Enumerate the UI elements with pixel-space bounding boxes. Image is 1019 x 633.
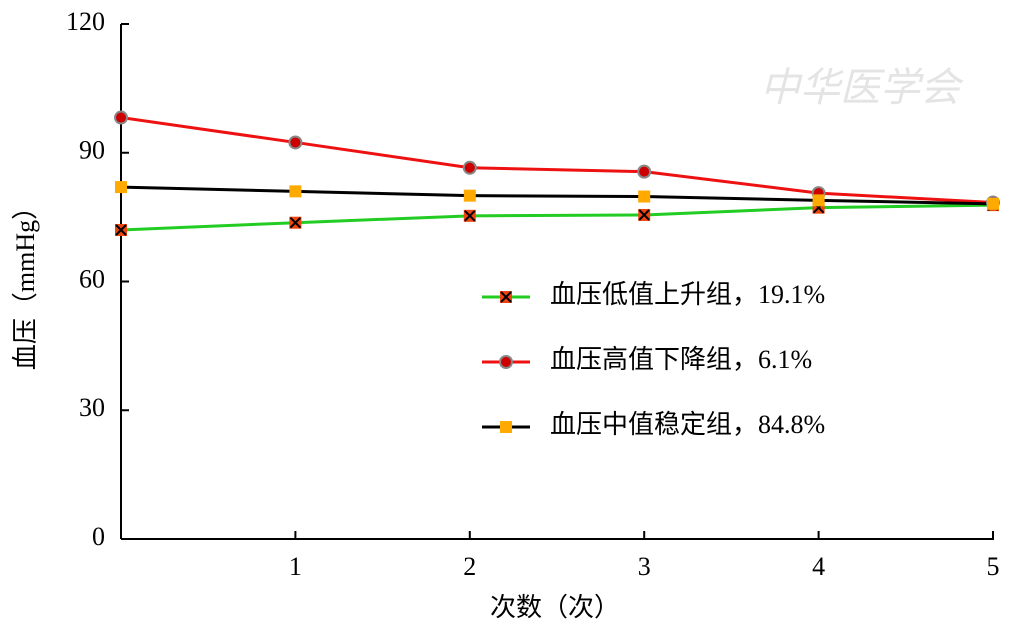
marker-cross bbox=[289, 216, 302, 229]
series-line bbox=[120, 185, 994, 206]
y-axis-label: 血压（mmHg） bbox=[11, 194, 40, 370]
marker-shape bbox=[115, 181, 127, 194]
y-tick-label: 30 bbox=[79, 393, 105, 422]
marker-shape bbox=[812, 194, 825, 207]
marker-shape bbox=[114, 110, 128, 125]
marker bbox=[289, 185, 302, 198]
x-tick-label: 1 bbox=[289, 552, 302, 581]
x-tick-label: 2 bbox=[463, 552, 476, 581]
marker-shape bbox=[463, 189, 476, 202]
legend-label: 血压低值上升组，19.1% bbox=[550, 280, 825, 309]
x-tick-label: 4 bbox=[812, 552, 825, 581]
marker bbox=[637, 164, 652, 179]
y-tick-label: 60 bbox=[79, 264, 105, 293]
marker bbox=[500, 291, 512, 303]
marker bbox=[499, 355, 513, 369]
marker-shape bbox=[637, 164, 652, 179]
marker bbox=[462, 160, 477, 175]
marker bbox=[463, 189, 476, 202]
marker bbox=[500, 421, 512, 433]
marker bbox=[115, 181, 127, 194]
marker bbox=[288, 135, 303, 150]
marker bbox=[812, 194, 825, 207]
marker-shape bbox=[288, 135, 303, 150]
marker-shape bbox=[289, 185, 302, 198]
x-tick-label: 5 bbox=[987, 552, 1000, 581]
y-tick-label: 90 bbox=[79, 136, 105, 165]
series-line bbox=[120, 203, 994, 232]
marker bbox=[638, 190, 651, 203]
marker-cross bbox=[464, 210, 476, 222]
marker-cross bbox=[115, 224, 127, 236]
marker-cross bbox=[638, 209, 650, 221]
series-line bbox=[120, 116, 994, 205]
legend-label: 血压中值稳定组，84.8% bbox=[550, 410, 825, 439]
marker bbox=[115, 224, 127, 236]
marker-shape bbox=[987, 197, 999, 210]
marker bbox=[289, 216, 302, 229]
marker bbox=[114, 110, 128, 125]
legend-label: 血压高值下降组，6.1% bbox=[550, 345, 812, 374]
y-tick-label: 0 bbox=[92, 522, 105, 551]
marker bbox=[463, 209, 476, 222]
marker-cross bbox=[500, 291, 512, 303]
marker bbox=[638, 208, 651, 221]
y-tick-label: 120 bbox=[66, 7, 105, 36]
watermark: 中华医学会 bbox=[760, 65, 964, 110]
x-axis-label: 次数（次） bbox=[490, 593, 620, 622]
marker-shape bbox=[500, 421, 512, 433]
x-tick-label: 3 bbox=[638, 552, 651, 581]
marker-shape bbox=[462, 160, 477, 175]
marker-shape bbox=[638, 190, 651, 203]
marker bbox=[987, 197, 999, 210]
marker-shape bbox=[499, 355, 513, 369]
